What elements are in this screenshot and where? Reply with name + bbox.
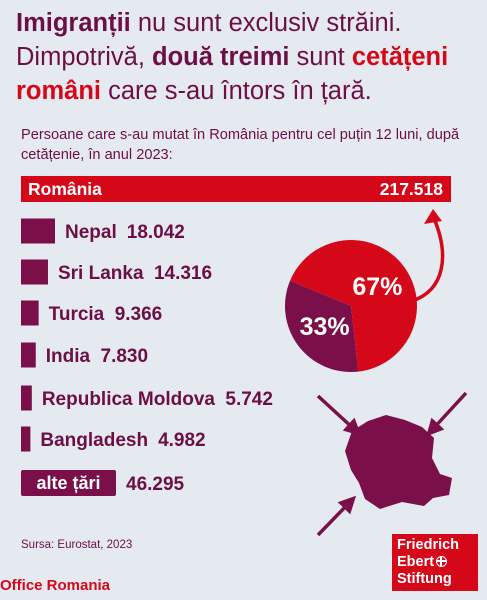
bar-label-republica-moldova: Republica Moldova: [42, 389, 216, 410]
bar-value-nepal: 18.042: [127, 222, 185, 243]
footer-office: Office Romania: [0, 577, 111, 594]
headline-part5: cetățeni români: [16, 43, 449, 105]
bar-india: [21, 342, 36, 368]
romania-map-shape: [345, 415, 452, 509]
pie-slice-0: [290, 239, 417, 372]
bar-label-alte-tari: alte țări: [36, 473, 100, 493]
bar-alte-tari: [21, 470, 116, 496]
headline-part4: sunt: [289, 43, 352, 71]
bar-label-bangladesh: Bangladesh: [40, 430, 148, 451]
arrow-to-romania-bar-head: [424, 209, 442, 224]
headline-part3: două treimi: [152, 43, 290, 71]
bar-value-alte-tari: 46.295: [126, 474, 185, 495]
logo-line2: Ebert: [397, 554, 435, 570]
logo-line2-wrap: Ebert: [397, 554, 478, 571]
source-note: Sursa: Eurostat, 2023: [21, 539, 133, 551]
bar-label-india: India: [46, 346, 91, 367]
pie-label-1: 33%: [300, 313, 350, 341]
bar-value-india: 7.830: [101, 346, 149, 367]
bar-value-romania: 217.518: [380, 179, 444, 199]
bar-bangladesh: [21, 426, 31, 452]
fes-logo: Friedrich Ebert Stiftung: [392, 534, 478, 591]
bars-group: România 217.518 Nepal 18.042 Sri Lanka 14.316…: [21, 176, 451, 496]
logo-line1: Friedrich: [397, 537, 460, 553]
pie-label-0: 67%: [352, 273, 402, 301]
logo-line3: Stiftung: [397, 571, 452, 587]
bar-value-bangladesh: 4.982: [158, 430, 206, 451]
arrow-left-to-map: [316, 394, 362, 436]
bar-sri-lanka: [21, 259, 48, 285]
bar-value-turcia: 9.366: [115, 304, 163, 325]
arrow-top-to-map: [426, 391, 468, 437]
bar-label-nepal: Nepal: [65, 222, 117, 243]
bar-nepal: [21, 218, 55, 244]
arrow-to-romania-bar: [411, 215, 445, 303]
bar-label-sri-lanka: Sri Lanka: [58, 263, 144, 284]
headline: Imigranții nu sunt exclusiv străini. Dim…: [16, 6, 476, 108]
bar-value-republica-moldova: 5.742: [225, 389, 273, 410]
pie-slice-1: [285, 280, 359, 372]
arrow-bottom-to-map: [316, 495, 357, 537]
bar-romania: [21, 176, 451, 202]
headline-part6: care s-au întors în țară.: [101, 77, 372, 105]
headline-part1: Imigranții: [16, 9, 131, 37]
bar-value-sri-lanka: 14.316: [154, 263, 212, 284]
pie-group: 67%33%: [285, 239, 417, 372]
bar-turcia: [21, 300, 39, 326]
globe-icon: [436, 556, 448, 567]
bar-label-romania: România: [28, 179, 102, 199]
headline-part2: nu sunt exclusiv străini. Dimpotrivă,: [16, 9, 402, 71]
bar-label-turcia: Turcia: [49, 304, 105, 325]
chart-title: Persoane care s-au mutat în România pent…: [21, 127, 460, 163]
bar-republica-moldova: [21, 385, 32, 411]
